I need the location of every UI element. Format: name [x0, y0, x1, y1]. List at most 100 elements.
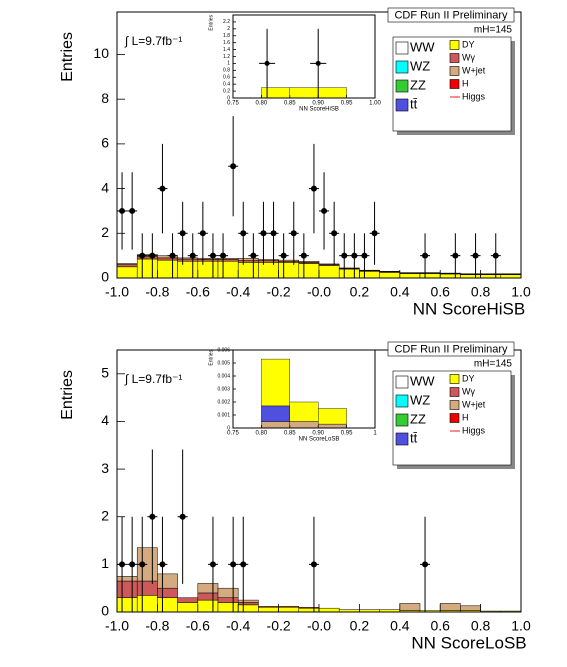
- stack-bar: [318, 423, 347, 429]
- stack-bar: [157, 573, 178, 589]
- stack-bar: [237, 262, 259, 279]
- stack-bar: [157, 257, 178, 261]
- x-tick-label: 0.85: [284, 101, 296, 107]
- legend-swatch: [449, 374, 460, 384]
- stack-bar: [116, 263, 138, 265]
- stack-bar: [439, 273, 461, 279]
- stack-bar: [500, 274, 522, 279]
- y-axis-label: Entries: [59, 370, 76, 420]
- x-tick-label: 0.8: [471, 618, 491, 634]
- y-axis-label: Entries: [208, 350, 214, 366]
- stack-bar: [258, 260, 279, 263]
- y-tick-label: 4: [101, 179, 109, 195]
- lumi-label: ∫ L=9.7fb⁻¹: [124, 372, 182, 386]
- stack-bar: [289, 87, 319, 99]
- stack-bar: [258, 262, 279, 279]
- legend-label: WZ: [410, 58, 430, 73]
- y-tick-label: 2: [101, 224, 109, 240]
- data-point: [220, 252, 227, 259]
- title-box: [387, 7, 515, 23]
- y-tick-label: 1.4: [223, 47, 230, 53]
- stack-bar: [298, 260, 320, 263]
- data-point: [139, 252, 146, 259]
- y-tick-label: 8: [101, 90, 109, 106]
- data-point: [472, 252, 479, 259]
- data-point: [361, 252, 368, 259]
- x-tick-label: 0.95: [341, 431, 353, 437]
- stack-bar: [278, 606, 300, 608]
- stack-bar: [217, 597, 239, 603]
- data-point: [230, 163, 237, 170]
- stack-bar: [289, 401, 319, 422]
- data-point: [331, 230, 338, 237]
- x-tick-label: 0.90: [312, 101, 324, 107]
- y-tick-label: 1.6: [223, 40, 230, 46]
- data-point: [159, 561, 166, 568]
- x-tick-label: 0.8: [471, 284, 491, 300]
- x-tick-label: -1.0: [105, 284, 129, 300]
- stack-bar: [261, 358, 290, 407]
- x-tick-label: 0.2: [350, 284, 370, 300]
- x-tick-label: 0.75: [227, 431, 239, 437]
- legend-label: Wγ: [462, 52, 475, 62]
- stack-bar: [197, 583, 219, 594]
- legend-swatch: [395, 413, 409, 427]
- y-tick-label: 0.4: [223, 81, 230, 87]
- data-point: [149, 513, 156, 520]
- data-point: [290, 230, 297, 237]
- legend-swatch: [449, 53, 460, 63]
- stack-bar: [197, 258, 219, 260]
- x-tick-label: -0.8: [145, 284, 169, 300]
- x-axis-label: NN ScoreHiSB: [299, 107, 339, 113]
- stack-bar: [157, 255, 178, 259]
- x-tick-label: -0.8: [145, 618, 169, 634]
- stack-bar: [318, 87, 347, 99]
- stack-bar: [237, 604, 259, 613]
- stack-bar: [177, 602, 199, 613]
- legend-swatch: [449, 413, 460, 423]
- data-point: [280, 252, 287, 259]
- data-point: [129, 207, 136, 214]
- y-tick-label: 1.2: [223, 54, 230, 60]
- data-point: [119, 207, 126, 214]
- x-tick-label: -0.6: [186, 284, 210, 300]
- data-point: [452, 252, 459, 259]
- x-tick-label: 0.95: [341, 101, 353, 107]
- stack-bar: [136, 595, 158, 613]
- legend-label: ZZ: [410, 77, 426, 92]
- chart-title: CDF Run II Preliminary: [394, 9, 508, 21]
- data-point: [189, 252, 196, 259]
- stack-bar: [177, 257, 199, 260]
- y-tick-label: 2.2: [223, 19, 230, 25]
- legend-label: WW: [410, 373, 435, 388]
- y-tick-label: 0.006: [217, 347, 230, 353]
- stack-bar: [116, 576, 138, 582]
- x-tick-label: 1.00: [369, 101, 381, 107]
- stack-bar: [237, 602, 259, 606]
- data-point: [371, 230, 378, 237]
- y-tick-label: 0.6: [223, 75, 230, 81]
- x-tick-label: -0.0: [307, 284, 331, 300]
- stack-bar: [278, 259, 300, 262]
- data-point: [230, 561, 237, 568]
- x-tick-label: 0.85: [284, 431, 296, 437]
- data-point: [169, 252, 176, 259]
- legend-swatch: [395, 41, 409, 55]
- data-point: [199, 230, 206, 237]
- stack-bar: [278, 606, 300, 613]
- stack-bar: [177, 258, 199, 262]
- y-tick-label: 0: [227, 95, 230, 101]
- x-tick-label: -0.2: [267, 284, 291, 300]
- x-tick-label: 0.6: [430, 618, 450, 634]
- legend-label: H: [462, 412, 469, 422]
- data-point: [310, 185, 317, 192]
- y-tick-label: 0: [227, 425, 230, 431]
- x-tick-label: 1: [373, 431, 377, 437]
- stack-bar: [157, 587, 178, 598]
- stack-bar: [217, 260, 239, 279]
- stack-bar: [399, 603, 421, 611]
- stack-bar: [217, 587, 239, 598]
- x-tick-label: -0.6: [186, 618, 210, 634]
- y-tick-label: 6: [101, 135, 109, 151]
